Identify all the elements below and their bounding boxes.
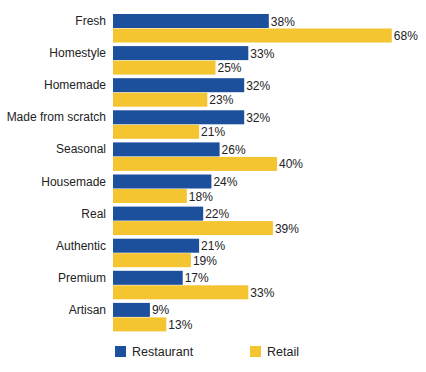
legend-swatch	[250, 346, 261, 357]
legend-label: Restaurant	[132, 345, 194, 359]
bar	[113, 78, 244, 92]
bar	[113, 125, 199, 139]
data-label: 24%	[213, 175, 237, 189]
legend-label: Retail	[267, 345, 299, 359]
category-label: Fresh	[75, 14, 106, 28]
legend: Restaurant Retail	[115, 345, 299, 359]
data-label: 9%	[152, 303, 170, 317]
category-label: Homemade	[44, 78, 106, 92]
chart-container: Fresh 38% 68% Homestyle 33% 25% Homemade 32% 23%…	[0, 0, 426, 372]
category-label: Real	[81, 207, 106, 221]
labels: Fresh 38% 68% Homestyle 33% 25% Homemade 32% 23%…	[7, 14, 419, 332]
bar	[113, 61, 216, 75]
category-label: Homestyle	[49, 46, 106, 60]
bar	[113, 221, 273, 235]
bar	[113, 189, 187, 203]
data-label: 22%	[205, 207, 229, 221]
data-label: 17%	[185, 271, 209, 285]
data-label: 19%	[193, 254, 217, 268]
data-label: 23%	[209, 93, 233, 107]
bar	[113, 110, 244, 124]
bar	[113, 239, 199, 253]
data-label: 25%	[218, 61, 242, 75]
bar	[113, 253, 191, 267]
category-label: Premium	[58, 271, 106, 285]
data-label: 21%	[201, 125, 225, 139]
category-label: Housemade	[41, 175, 106, 189]
category-label: Seasonal	[56, 142, 106, 156]
bar	[113, 303, 150, 317]
bar	[113, 14, 269, 28]
category-label: Artisan	[69, 303, 106, 317]
data-label: 40%	[279, 157, 303, 171]
bar	[113, 207, 203, 221]
data-label: 32%	[246, 111, 270, 125]
data-label: 33%	[250, 286, 274, 300]
data-label: 18%	[189, 190, 213, 204]
data-label: 39%	[275, 222, 299, 236]
legend-swatch	[115, 346, 126, 357]
category-label: Made from scratch	[7, 110, 106, 124]
bar	[113, 29, 392, 43]
bar	[113, 271, 183, 285]
bars	[113, 14, 392, 331]
bar	[113, 46, 248, 60]
data-label: 13%	[168, 318, 192, 332]
data-label: 38%	[271, 15, 295, 29]
data-label: 21%	[201, 239, 225, 253]
data-label: 68%	[394, 29, 418, 43]
bar	[113, 157, 277, 171]
bar	[113, 285, 248, 299]
bar	[113, 317, 166, 331]
chart-svg: Fresh 38% 68% Homestyle 33% 25% Homemade 32% 23%…	[0, 0, 426, 372]
data-label: 33%	[250, 47, 274, 61]
bar	[113, 142, 220, 156]
data-label: 26%	[222, 143, 246, 157]
data-label: 32%	[246, 79, 270, 93]
bar	[113, 93, 207, 107]
bar	[113, 175, 211, 189]
category-label: Authentic	[56, 239, 106, 253]
